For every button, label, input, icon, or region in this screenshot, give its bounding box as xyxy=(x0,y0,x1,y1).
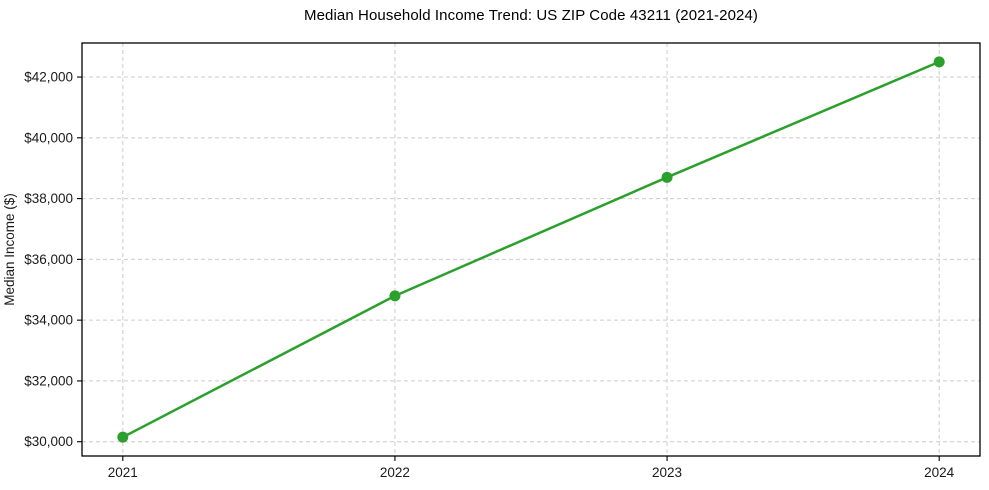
trend-line xyxy=(121,60,941,439)
y-tick-label: $32,000 xyxy=(24,373,73,388)
y-tick-label: $40,000 xyxy=(24,130,73,145)
data-point-2024 xyxy=(933,56,945,68)
y-tick-label: $30,000 xyxy=(24,434,73,449)
data-point-2021 xyxy=(117,431,129,443)
data-point-2023 xyxy=(661,171,673,183)
y-tick-label: $36,000 xyxy=(24,252,73,267)
plot-border xyxy=(81,42,981,457)
chart-title: Median Household Income Trend: US ZIP Co… xyxy=(303,7,759,24)
y-axis-label: Median Income ($) xyxy=(2,193,17,306)
y-tick-label: $42,000 xyxy=(24,70,73,85)
x-tick-label: 2023 xyxy=(652,465,682,480)
data-point-2022 xyxy=(389,290,401,302)
y-tick-label: $34,000 xyxy=(24,313,73,328)
x-tick-label: 2021 xyxy=(108,465,138,480)
y-tick-label: $38,000 xyxy=(24,191,73,206)
x-tick-label: 2024 xyxy=(924,465,955,480)
x-tick-label: 2022 xyxy=(380,465,410,480)
